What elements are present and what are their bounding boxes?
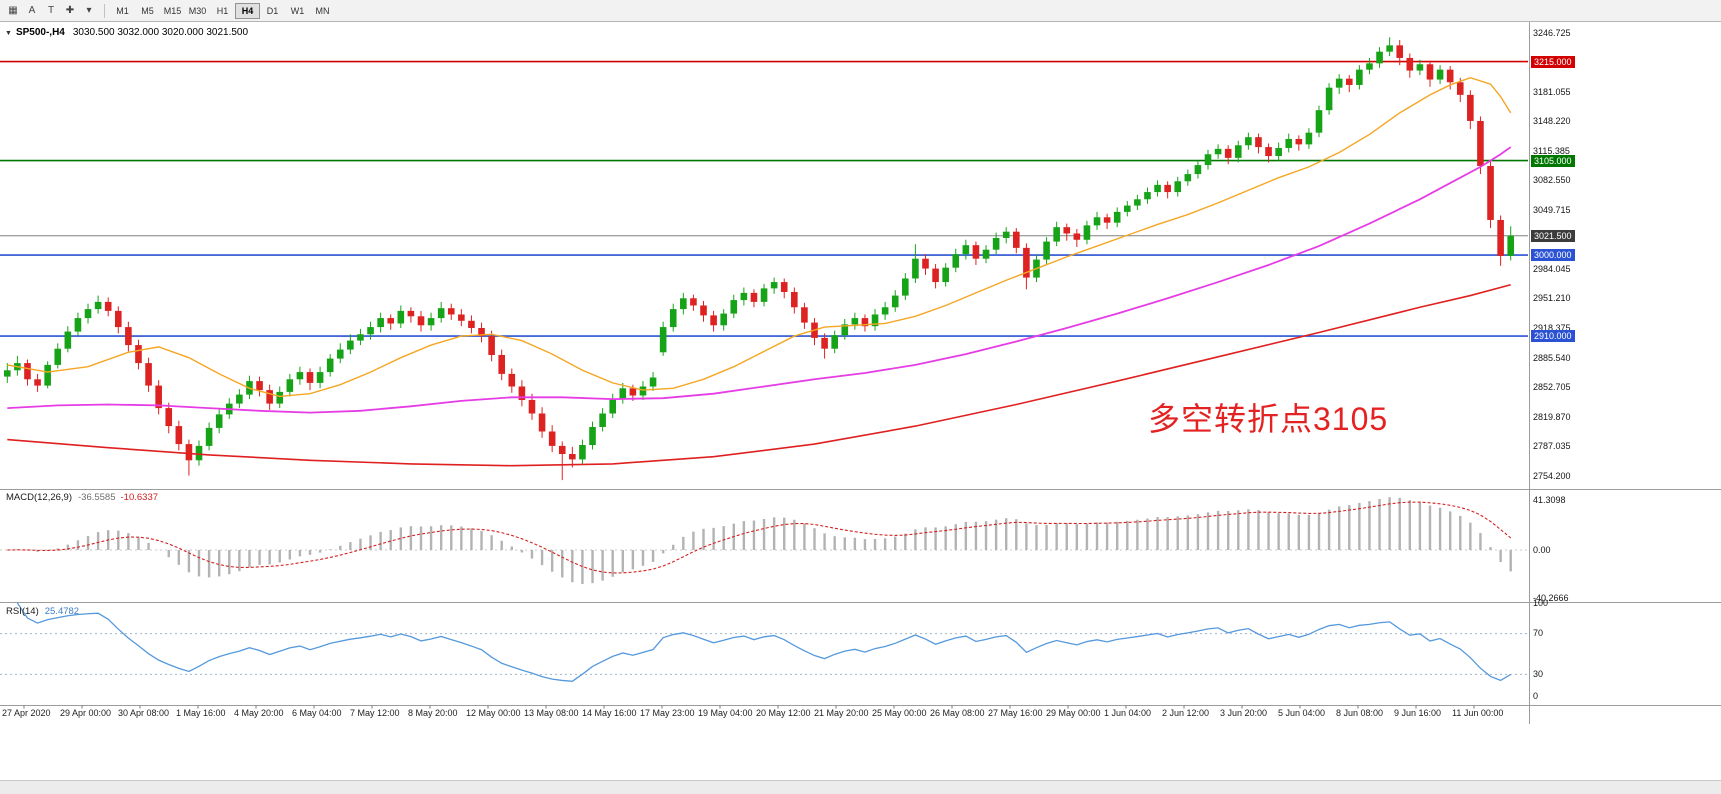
ma-mid-magenta (7, 146, 1512, 414)
timeframe-button-W1[interactable]: W1 (290, 5, 305, 16)
price-tick-label: 3082.550 (1533, 175, 1571, 186)
candlestick-series (4, 37, 1515, 481)
toolbar: ▦ A T ✚ ▾ M1 M5 M15 M30 H1 H4 D1 W1 MN (0, 0, 1721, 22)
timeframe-button-M5[interactable]: M5 (141, 5, 154, 16)
rsi-line (16, 602, 1512, 682)
time-axis-label: 12 May 00:00 (466, 708, 521, 718)
macd-axis-label: 0.00 (1533, 544, 1551, 555)
rsi-axis-label: 100 (1533, 597, 1549, 608)
rsi-title: RSI(14) (6, 606, 39, 617)
time-axis-label: 1 Jun 04:00 (1104, 708, 1152, 718)
price-tick-label: 3049.715 (1533, 204, 1571, 215)
price-tick-label: 3115.385 (1533, 145, 1570, 156)
price-tick-label: 3181.055 (1533, 86, 1571, 97)
price-tick-label: 3148.220 (1533, 116, 1571, 127)
rsi-axis-label: 30 (1533, 668, 1544, 679)
rsi-pane-label: RSI(14) 25.4782 (6, 606, 79, 617)
time-axis-label: 27 May 16:00 (988, 708, 1043, 718)
time-axis-label: 5 Jun 04:00 (1278, 708, 1326, 718)
macd-histogram (16, 497, 1512, 585)
price-line-badge: 2910.000 (1531, 330, 1575, 343)
time-axis-label: 30 Apr 08:00 (118, 708, 170, 718)
time-axis-label: 8 May 20:00 (408, 708, 458, 718)
indicators-icon[interactable]: ✚ (65, 5, 75, 16)
price-tick-label: 2918.375 (1533, 323, 1571, 334)
time-axis-label: 19 May 04:00 (698, 708, 753, 718)
windows-tile-icon[interactable]: ▦ (8, 5, 18, 16)
macd-axis-label: 41.3098 (1533, 494, 1566, 505)
time-axis-label: 21 May 20:00 (814, 708, 869, 718)
symbol-title: ▼ SP500-,H4 3030.500 3032.000 3020.000 302… (5, 27, 248, 38)
ma-fast-orange (7, 77, 1512, 398)
timeframe-button-MN[interactable]: MN (315, 5, 330, 16)
symbol-name: SP500-,H4 (15, 27, 65, 38)
price-line-badge: 3215.000 (1531, 55, 1575, 68)
time-axis-label: 26 May 08:00 (930, 708, 985, 718)
ma-slow-red (7, 284, 1511, 467)
price-tick-label: 2984.045 (1533, 263, 1571, 274)
rsi-axis-label: 70 (1533, 628, 1544, 639)
macd-signal-value: -10.6337 (120, 492, 159, 503)
timeframe-button-M30[interactable]: M30 (188, 5, 207, 16)
cursor-icon[interactable]: A (28, 5, 36, 16)
symbol-dropdown-icon[interactable]: ▼ (5, 30, 12, 37)
price-tick-label: 2852.705 (1533, 382, 1571, 393)
text-tool-icon[interactable]: T (47, 5, 55, 16)
time-axis-label: 4 May 20:00 (234, 708, 284, 718)
time-axis-label: 11 Jun 00:00 (1452, 708, 1504, 718)
indicators-dropdown-icon[interactable]: ▾ (86, 5, 92, 16)
macd-main-value: -36.5585 (78, 492, 116, 503)
timeframe-button-H1[interactable]: H1 (216, 5, 229, 16)
price-tick-label: 2754.200 (1533, 470, 1571, 481)
symbol-ohlc-values: 3030.500 3032.000 3020.000 3021.500 (72, 27, 249, 38)
toolbar-icons: ▦ A T ✚ ▾ (4, 3, 99, 19)
timeframe-button-M15[interactable]: M15 (163, 5, 182, 16)
timeframe-button-D1[interactable]: D1 (266, 5, 279, 16)
price-tick-label: 2951.210 (1533, 293, 1571, 304)
chart-annotation-text: 多空转折点3105 (1148, 401, 1389, 437)
time-axis-label: 1 May 16:00 (176, 708, 226, 718)
time-axis-label: 3 Jun 20:00 (1220, 708, 1268, 718)
time-axis-label: 20 May 12:00 (756, 708, 811, 718)
time-axis-label: 13 May 08:00 (524, 708, 579, 718)
time-axis: 27 Apr 2020 29 Apr 00:00 30 Apr 08:00 1 May… (0, 706, 1721, 724)
current-price-badge: 3021.500 (1531, 229, 1575, 242)
macd-signal-line (7, 501, 1512, 574)
price-tick-label: 2885.540 (1533, 352, 1571, 363)
time-axis-label: 29 May 00:00 (1046, 708, 1101, 718)
window-bottom-strip (0, 780, 1721, 794)
timeframe-switcher: M1 M5 M15 M30 H1 H4 D1 W1 MN (110, 2, 335, 19)
time-axis-label: 6 May 04:00 (292, 708, 342, 718)
macd-axis-label: -40.2666 (1533, 592, 1569, 603)
price-tick-label: 2819.870 (1533, 411, 1571, 422)
time-axis-label: 14 May 16:00 (582, 708, 637, 718)
timeframe-button-H4[interactable]: H4 (235, 2, 260, 19)
time-axis-label: 7 May 12:00 (350, 708, 400, 718)
macd-title: MACD(12,26,9) (6, 492, 72, 503)
macd-pane-label: MACD(12,26,9) -36.5585 -10.6337 (6, 492, 158, 503)
toolbar-separator (104, 3, 105, 18)
time-axis-label: 2 Jun 12:00 (1162, 708, 1210, 718)
time-axis-label: 17 May 23:00 (640, 708, 695, 718)
rsi-value: 25.4782 (44, 606, 80, 617)
price-line-badge: 3105.000 (1531, 154, 1575, 167)
rsi-axis-label: 0 (1533, 690, 1539, 701)
time-axis-label: 25 May 00:00 (872, 708, 927, 718)
time-axis-label: 29 Apr 00:00 (60, 708, 112, 718)
time-axis-label: 8 Jun 08:00 (1336, 708, 1384, 718)
time-axis-label: 27 Apr 2020 (2, 708, 51, 718)
price-line-badge: 3000.000 (1531, 249, 1575, 262)
time-axis-label: 9 Jun 16:00 (1394, 708, 1442, 718)
price-tick-label: 2787.035 (1533, 441, 1571, 452)
timeframe-button-M1[interactable]: M1 (116, 5, 129, 16)
price-tick-label: 3246.725 (1533, 27, 1571, 38)
